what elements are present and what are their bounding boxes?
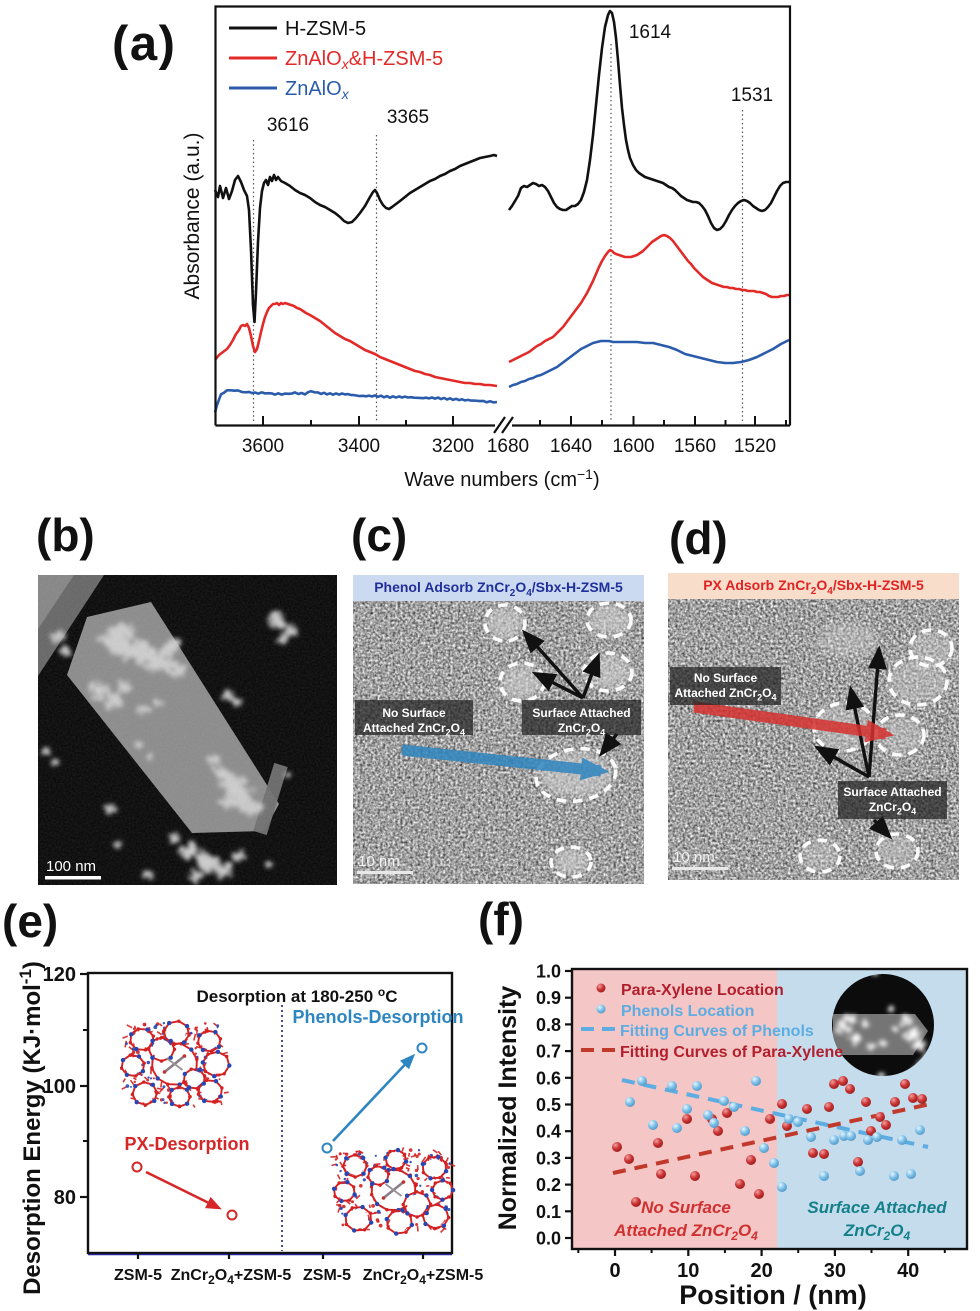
svg-text:0.6: 0.6	[536, 1068, 561, 1088]
svg-text:0.0: 0.0	[536, 1229, 561, 1249]
svg-text:1614: 1614	[629, 22, 672, 43]
svg-text:Phenols Location: Phenols Location	[621, 1003, 754, 1020]
svg-text:3616: 3616	[267, 115, 309, 136]
svg-text:0.1: 0.1	[536, 1202, 561, 1222]
svg-text:Phenols-Desorption: Phenols-Desorption	[292, 1007, 463, 1027]
svg-text:Desorption at 180-250 oC: Desorption at 180-250 oC	[196, 985, 397, 1006]
svg-text:Fitting Curves of Para-Xylene: Fitting Curves of Para-Xylene	[620, 1044, 843, 1061]
svg-text:Absorbance (a.u.): Absorbance (a.u.)	[181, 133, 204, 300]
svg-text:Normalized Intensity: Normalized Intensity	[494, 986, 522, 1231]
svg-text:ZnCr2O4+ZSM-5: ZnCr2O4+ZSM-5	[171, 1267, 292, 1287]
svg-text:ZnAlOx&H-ZSM-5: ZnAlOx&H-ZSM-5	[285, 48, 443, 72]
svg-text:Attached ZnCr2O4: Attached ZnCr2O4	[613, 1221, 758, 1243]
svg-text:0.9: 0.9	[536, 988, 561, 1008]
svg-text:H-ZSM-5: H-ZSM-5	[285, 18, 366, 40]
svg-text:Fitting Curves of Phenols: Fitting Curves of Phenols	[620, 1023, 814, 1040]
svg-text:ZnCr2O4+ZSM-5: ZnCr2O4+ZSM-5	[363, 1267, 484, 1287]
svg-text:No Surface: No Surface	[641, 1198, 731, 1217]
svg-text:30: 30	[824, 1260, 846, 1282]
svg-text:(a): (a)	[112, 17, 176, 71]
svg-text:40: 40	[897, 1260, 919, 1282]
svg-text:1640: 1640	[550, 436, 592, 457]
svg-text:ZnCr2O4: ZnCr2O4	[843, 1221, 911, 1243]
svg-text:10: 10	[677, 1260, 699, 1282]
svg-text:0.7: 0.7	[536, 1042, 561, 1062]
svg-text:1680: 1680	[487, 436, 529, 457]
svg-text:80: 80	[54, 1187, 76, 1209]
svg-text:ZSM-5: ZSM-5	[303, 1267, 351, 1284]
svg-text:0.5: 0.5	[536, 1095, 561, 1115]
svg-text:10 nm: 10 nm	[673, 849, 715, 866]
svg-text:3365: 3365	[387, 107, 429, 128]
svg-text:100 nm: 100 nm	[46, 858, 96, 875]
svg-text:1600: 1600	[612, 436, 654, 457]
svg-text:0.8: 0.8	[536, 1015, 561, 1035]
svg-text:3400: 3400	[338, 436, 380, 457]
svg-text:0.3: 0.3	[536, 1148, 561, 1168]
svg-text:ZSM-5: ZSM-5	[114, 1267, 162, 1284]
svg-text:Wave numbers (cm−1): Wave numbers (cm−1)	[404, 466, 599, 491]
svg-text:0.2: 0.2	[536, 1175, 561, 1195]
svg-text:0.4: 0.4	[536, 1122, 561, 1142]
svg-text:1.0: 1.0	[536, 962, 561, 982]
svg-text:120: 120	[43, 964, 76, 986]
svg-text:10 nm: 10 nm	[358, 853, 400, 870]
svg-text:(f): (f)	[478, 893, 524, 945]
svg-text:3600: 3600	[242, 436, 284, 457]
svg-text:(e): (e)	[2, 895, 58, 947]
svg-text:0: 0	[609, 1260, 620, 1282]
svg-text:3200: 3200	[432, 436, 474, 457]
svg-text:Position / (nm): Position / (nm)	[679, 1280, 866, 1310]
svg-text:Surface Attached: Surface Attached	[807, 1198, 947, 1217]
svg-text:1531: 1531	[731, 85, 773, 106]
svg-text:PX-Desorption: PX-Desorption	[124, 1134, 249, 1154]
svg-text:Para-Xylene Location: Para-Xylene Location	[621, 982, 784, 999]
svg-text:ZnAlOx: ZnAlOx	[285, 78, 350, 102]
svg-text:1560: 1560	[674, 436, 716, 457]
svg-text:1520: 1520	[734, 436, 776, 457]
svg-text:Desorption Energy (KJ·mol-1): Desorption Energy (KJ·mol-1)	[16, 961, 46, 1295]
svg-text:20: 20	[750, 1260, 772, 1282]
svg-text:100: 100	[43, 1076, 76, 1098]
